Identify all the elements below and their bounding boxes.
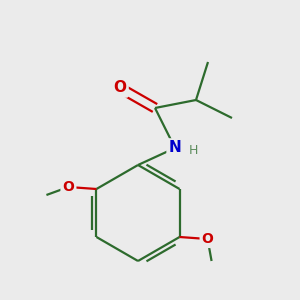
Text: methoxy: methoxy (25, 190, 68, 200)
Text: O: O (202, 232, 214, 246)
Text: O: O (113, 80, 127, 95)
Text: H: H (188, 145, 198, 158)
Text: N: N (169, 140, 182, 155)
Text: O: O (62, 180, 74, 194)
